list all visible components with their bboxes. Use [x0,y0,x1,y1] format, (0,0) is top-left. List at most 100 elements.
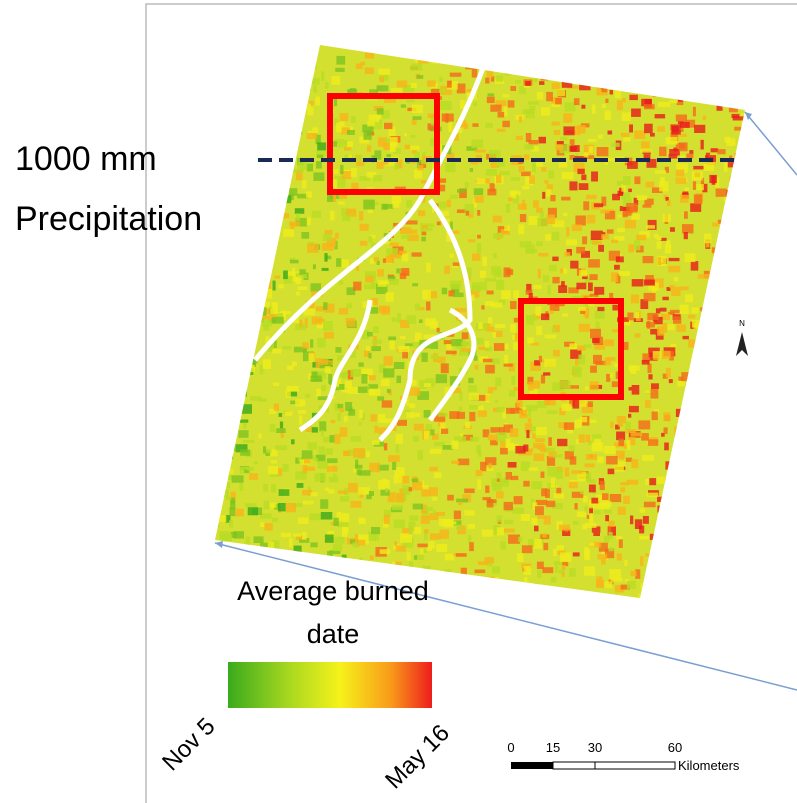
raster-cell [748,511,756,516]
raster-cell [420,549,423,554]
raster-cell [350,369,360,377]
raster-cell [685,294,693,302]
raster-cell [283,99,290,105]
raster-cell [705,496,712,500]
raster-cell [409,487,413,491]
raster-cell [619,539,623,548]
legend-start-label: Nov 5 [157,713,220,776]
raster-cell [515,333,518,340]
raster-cell [461,342,470,347]
raster-cell [356,162,364,167]
raster-cell [581,175,586,181]
raster-cell [229,362,234,370]
raster-cell [676,115,687,122]
raster-cell [467,41,472,45]
raster-cell [422,353,428,362]
raster-cell [528,382,533,391]
raster-cell [430,449,441,454]
raster-cell [464,489,474,494]
raster-cell [569,568,576,577]
raster-cell [735,153,742,160]
raster-cell [675,589,681,593]
raster-cell [579,434,585,443]
raster-cell [650,133,655,137]
raster-cell [578,355,585,365]
raster-cell [474,188,483,195]
raster-cell [359,487,370,495]
raster-cell [702,368,706,377]
raster-cell [421,180,427,184]
raster-cell [520,214,526,222]
raster-cell [563,113,572,122]
raster-cell [555,98,562,104]
raster-cell [724,325,732,332]
raster-cell [380,77,385,83]
raster-cell [610,494,621,502]
raster-cell [275,70,282,75]
raster-cell [250,396,261,401]
raster-cell [287,569,290,574]
raster-cell [382,479,387,483]
raster-cell [355,465,363,469]
raster-cell [577,125,585,133]
raster-cell [648,439,659,446]
raster-cell [695,556,698,562]
raster-cell [276,445,288,450]
raster-cell [590,274,598,280]
raster-cell [220,421,223,425]
raster-cell [450,254,454,258]
raster-cell [749,273,755,279]
raster-cell [498,58,502,67]
raster-cell [240,111,247,120]
raster-cell [350,407,353,411]
raster-cell [611,143,620,147]
raster-cell [490,427,500,433]
raster-cell [732,339,737,346]
raster-cell [422,232,427,236]
raster-cell [512,191,516,199]
raster-cell [710,267,716,271]
raster-cell [678,89,685,93]
raster-cell [745,254,749,263]
raster-cell [523,481,529,487]
raster-cell [614,466,624,472]
raster-cell [269,163,279,168]
raster-cell [446,344,452,349]
raster-cell [516,136,523,140]
raster-cell [336,56,345,65]
raster-cell [739,438,744,447]
raster-cell [232,156,238,162]
raster-cell [712,247,723,253]
raster-cell [669,258,680,261]
raster-cell [542,192,545,199]
raster-cell [665,534,675,542]
raster-cell [681,409,689,412]
raster-cell [268,466,278,474]
raster-cell [533,443,545,449]
raster-cell [606,456,618,464]
raster-cell [655,114,666,118]
raster-cell [311,283,322,292]
raster-cell [234,414,240,424]
raster-cell [384,515,390,524]
raster-cell [710,327,715,334]
raster-cell [450,195,458,199]
raster-cell [707,371,714,379]
raster-cell [496,491,504,498]
raster-cell [610,373,613,378]
raster-cell [576,283,586,290]
raster-cell [545,335,557,339]
raster-cell [226,601,236,604]
raster-cell [432,56,440,63]
raster-cell [732,593,741,600]
raster-cell [727,322,731,330]
raster-cell [677,500,685,506]
raster-cell [491,266,501,274]
raster-cell [519,166,525,172]
raster-cell [219,76,228,81]
raster-cell [718,73,723,79]
raster-cell [390,340,395,349]
raster-cell [720,349,725,356]
raster-cell [518,537,522,543]
raster-cell [639,526,644,534]
